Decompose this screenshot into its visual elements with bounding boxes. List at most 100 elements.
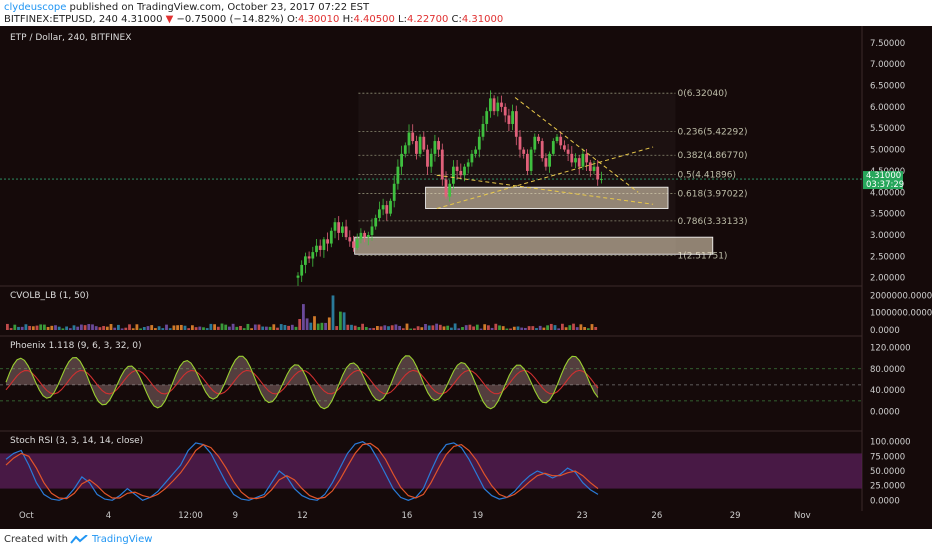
candle bbox=[537, 136, 540, 142]
volume-bar bbox=[583, 327, 586, 330]
volume-bar bbox=[468, 324, 472, 330]
open-label: O: bbox=[286, 14, 299, 25]
volume-bar bbox=[128, 324, 131, 330]
volume-bar bbox=[383, 325, 387, 330]
volume-bar bbox=[80, 324, 83, 330]
candle bbox=[359, 232, 363, 240]
volume-bar bbox=[498, 325, 501, 330]
candle bbox=[304, 256, 307, 265]
chart-canvas[interactable]: ETP / Dollar, 240, BITFINEX 7.50000 7.0000… bbox=[0, 26, 932, 529]
volume-bar bbox=[505, 328, 509, 330]
volume-bar bbox=[431, 325, 435, 330]
volume-bar bbox=[483, 324, 487, 330]
volume-bar bbox=[154, 328, 157, 330]
volume-bar bbox=[39, 324, 43, 330]
volume-bar bbox=[198, 326, 202, 330]
volume-bar bbox=[57, 326, 61, 330]
ohlc-line: BITFINEX:ETPUSD, 240 4.31000 ▼ −0.75000 … bbox=[4, 14, 503, 25]
volume-bar bbox=[549, 323, 553, 330]
volume-bar bbox=[13, 324, 17, 330]
volume-bar bbox=[531, 326, 535, 330]
price-tick-label: 2.00000 bbox=[870, 274, 905, 284]
volume-bar bbox=[191, 325, 194, 330]
volume-bar bbox=[457, 328, 461, 330]
author-name[interactable]: clydeuscope bbox=[4, 2, 67, 13]
volume-bar bbox=[494, 323, 498, 330]
chart-area[interactable]: ETP / Dollar, 240, BITFINEX 7.50000 7.0000… bbox=[0, 26, 932, 529]
volume-bar bbox=[435, 323, 438, 330]
volume-bar bbox=[179, 324, 183, 330]
volume-bar bbox=[368, 328, 372, 330]
time-axis-label: 12 bbox=[297, 511, 308, 521]
volume-bar bbox=[272, 324, 276, 330]
tradingview-link[interactable]: TradingView bbox=[92, 534, 153, 545]
last-price: 4.31000 bbox=[121, 14, 163, 25]
volume-bar bbox=[450, 327, 453, 330]
volume-bar bbox=[379, 326, 383, 330]
main-chart-title: ETP / Dollar, 240, BITFINEX bbox=[10, 33, 131, 43]
time-axis-label: 12:00 bbox=[178, 511, 203, 521]
close-value: 4.31000 bbox=[461, 14, 504, 25]
candle bbox=[551, 141, 555, 154]
volume-bar bbox=[76, 326, 80, 330]
volume-bar bbox=[168, 328, 172, 330]
price-tick-label: 4.00000 bbox=[870, 188, 905, 198]
last-price-label: 4.31000 bbox=[866, 171, 901, 181]
phoenix-tick-label: 0.0000 bbox=[870, 408, 900, 418]
candle bbox=[463, 166, 466, 176]
volume-bar bbox=[216, 326, 220, 330]
volume-bar bbox=[235, 326, 239, 330]
volume-bar bbox=[394, 324, 398, 330]
candle bbox=[448, 183, 452, 197]
candle bbox=[374, 217, 378, 227]
stochrsi-tick-label: 25.0000 bbox=[870, 482, 905, 492]
volume-bar bbox=[213, 324, 216, 330]
volume-bar bbox=[194, 327, 198, 330]
volume-bar bbox=[535, 328, 538, 330]
volume-bar bbox=[246, 323, 250, 330]
candle bbox=[581, 153, 585, 167]
volume-bar bbox=[413, 328, 416, 330]
candle bbox=[540, 141, 544, 159]
volume-bar bbox=[501, 326, 505, 330]
candle bbox=[433, 141, 437, 154]
volume-bar bbox=[453, 323, 457, 330]
candle bbox=[315, 245, 318, 253]
volume-bar bbox=[305, 318, 309, 330]
volume-bar bbox=[472, 326, 475, 330]
publish-info: published on TradingView.com, October 23… bbox=[69, 2, 370, 13]
volume-bar bbox=[538, 325, 542, 330]
time-axis-label: Oct bbox=[19, 511, 34, 521]
volume-bar bbox=[339, 311, 342, 330]
volume-bar bbox=[105, 326, 109, 330]
volume-bar bbox=[327, 317, 331, 330]
time-axis-label: 29 bbox=[730, 511, 741, 521]
candle bbox=[422, 136, 426, 150]
volume-bar bbox=[268, 326, 272, 330]
volume-bar bbox=[50, 325, 54, 330]
candle bbox=[355, 239, 359, 248]
phoenix-signal-line bbox=[5, 369, 599, 395]
time-axis-label: 23 bbox=[577, 511, 588, 521]
volume-bar bbox=[139, 328, 142, 330]
candle bbox=[559, 136, 563, 146]
price-tick-label: 5.50000 bbox=[870, 124, 905, 134]
trendline bbox=[514, 97, 639, 193]
created-with-label: Created with bbox=[4, 534, 68, 545]
volume-bar bbox=[131, 328, 135, 330]
footer: Created with TradingView bbox=[0, 529, 932, 550]
volume-bar bbox=[446, 325, 450, 330]
volume-bar bbox=[283, 324, 287, 330]
candle bbox=[381, 205, 385, 210]
candle bbox=[496, 102, 500, 112]
volume-bar bbox=[557, 328, 561, 330]
candle bbox=[318, 245, 322, 250]
volume-bar bbox=[579, 324, 583, 330]
candle bbox=[411, 132, 415, 142]
volume-bar bbox=[187, 328, 191, 330]
volume-bar bbox=[24, 324, 28, 330]
candle bbox=[566, 149, 570, 154]
stochrsi-tick-label: 100.0000 bbox=[870, 438, 911, 448]
volume-bar bbox=[590, 324, 594, 330]
volume-bar bbox=[424, 323, 427, 330]
